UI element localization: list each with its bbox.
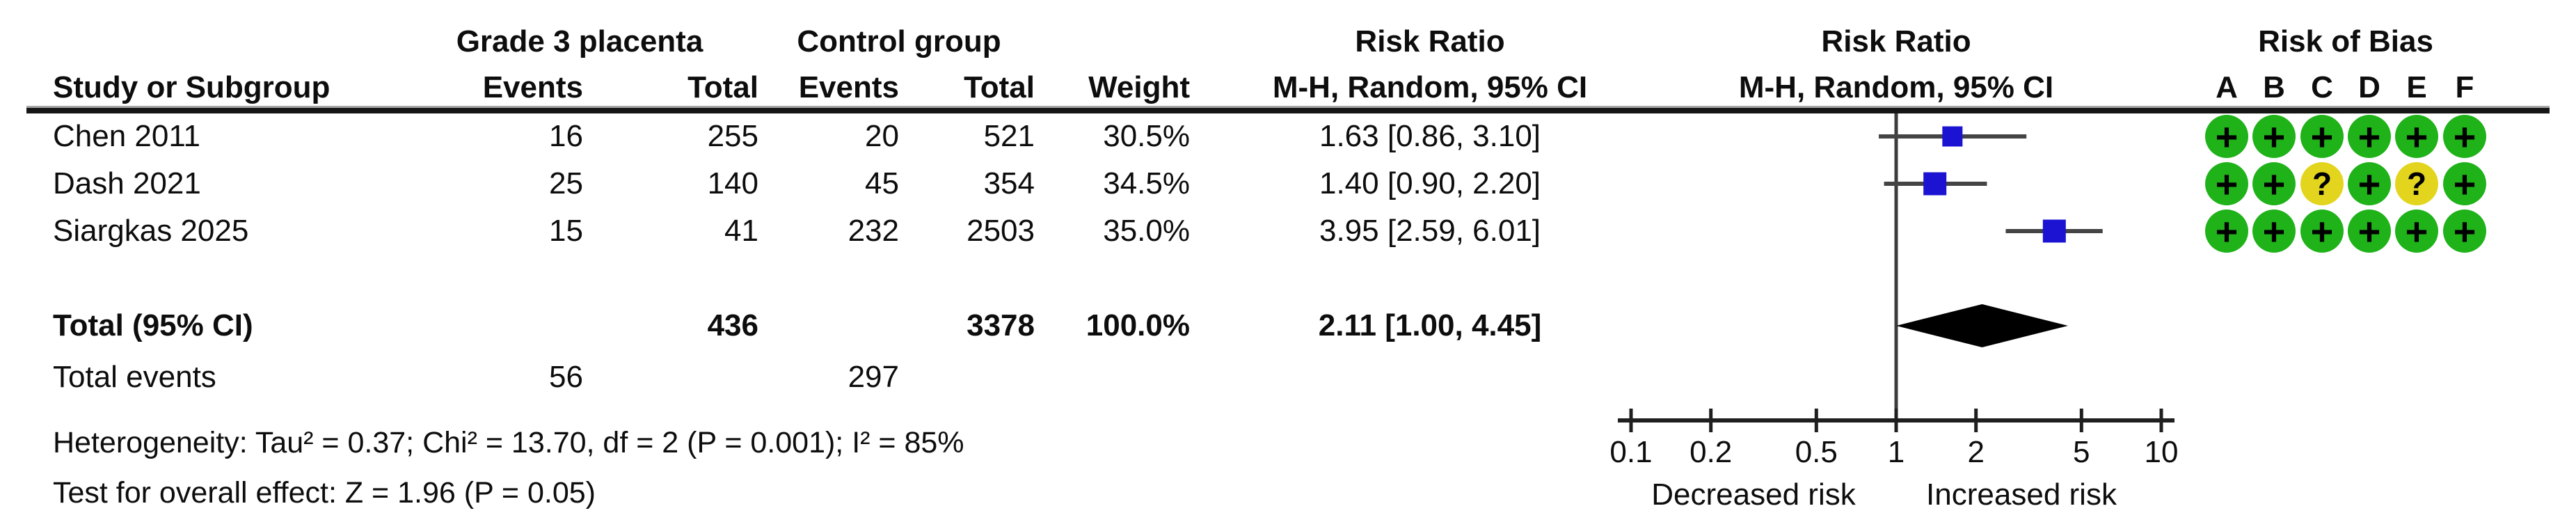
rr-ci-method-header: M-H, Random, 95% CI bbox=[1272, 70, 1588, 104]
rob-low-risk-icon: + bbox=[2300, 210, 2344, 253]
control-total-value: 354 bbox=[983, 166, 1035, 200]
rr-ci-value: 3.95 [2.59, 6.01] bbox=[1319, 214, 1541, 248]
rr-ci-method-plot-header: M-H, Random, 95% CI bbox=[1738, 70, 2054, 104]
rob-domain-c-label: C bbox=[2311, 70, 2333, 104]
rob-low-risk-icon: + bbox=[2300, 115, 2344, 159]
study-name: Dash 2021 bbox=[53, 166, 201, 200]
axis-tick-label: 10 bbox=[2144, 435, 2179, 469]
decreased-risk-label: Decreased risk bbox=[1651, 477, 1856, 512]
rob-domain-e-label: E bbox=[2406, 70, 2427, 104]
rr-ci-value: 1.40 [0.90, 2.20] bbox=[1319, 166, 1541, 200]
rob-low-risk-icon: + bbox=[2205, 115, 2248, 159]
control-events-value: 232 bbox=[848, 214, 899, 248]
g3-total-value: 41 bbox=[724, 214, 758, 248]
total-control-total: 3378 bbox=[967, 308, 1035, 342]
total-rr-ci: 2.11 [1.00, 4.45] bbox=[1318, 308, 1542, 342]
control-events-value: 20 bbox=[865, 119, 899, 153]
rob-low-risk-icon: + bbox=[2348, 210, 2391, 253]
rob-unclear-risk-icon: ? bbox=[2395, 162, 2438, 205]
rob-low-risk-icon: + bbox=[2443, 210, 2486, 253]
risk-ratio-text-header: Risk Ratio bbox=[1355, 24, 1505, 58]
risk-ratio-plot-header: Risk Ratio bbox=[1821, 24, 1971, 58]
axis-tick-label: 5 bbox=[2073, 435, 2090, 469]
axis-tick-label: 0.5 bbox=[1795, 435, 1838, 469]
pooled-effect-diamond bbox=[1896, 304, 2069, 347]
total-g3-total: 436 bbox=[707, 308, 758, 342]
g3-events-value: 15 bbox=[549, 214, 583, 248]
rob-low-risk-icon: + bbox=[2395, 210, 2438, 253]
effect-square bbox=[1923, 172, 1947, 196]
g3-total-value: 255 bbox=[707, 119, 758, 153]
total-events-g3: 56 bbox=[549, 360, 583, 394]
total-events-label: Total events bbox=[53, 360, 216, 394]
heterogeneity-note: Heterogeneity: Tau² = 0.37; Chi² = 13.70… bbox=[53, 426, 964, 459]
weight-value: 30.5% bbox=[1103, 119, 1190, 153]
study-name: Chen 2011 bbox=[53, 119, 201, 153]
rob-domain-b-label: B bbox=[2263, 70, 2285, 104]
weight-value: 35.0% bbox=[1103, 214, 1190, 248]
rob-domain-a-label: A bbox=[2216, 70, 2238, 104]
rob-low-risk-icon: + bbox=[2443, 115, 2486, 159]
rob-low-risk-icon: + bbox=[2205, 162, 2248, 206]
axis-tick-label: 0.2 bbox=[1689, 435, 1733, 469]
g3-events-value: 25 bbox=[549, 166, 583, 200]
rob-low-risk-icon: + bbox=[2443, 162, 2486, 206]
study-column-header: Study or Subgroup bbox=[53, 70, 331, 104]
total-events-control: 297 bbox=[848, 360, 899, 394]
rob-low-risk-icon: + bbox=[2252, 210, 2296, 253]
weight-value: 34.5% bbox=[1103, 166, 1190, 200]
rob-low-risk-icon: + bbox=[2252, 162, 2296, 206]
effect-square bbox=[2042, 219, 2066, 243]
axis-tick-label: 1 bbox=[1887, 435, 1905, 469]
rob-low-risk-icon: + bbox=[2395, 115, 2438, 159]
increased-risk-label: Increased risk bbox=[1926, 477, 2117, 512]
g3-events-header: Events bbox=[482, 70, 583, 104]
study-name: Siargkas 2025 bbox=[53, 214, 249, 248]
control-total-header: Total bbox=[964, 70, 1035, 104]
weight-header: Weight bbox=[1088, 70, 1190, 104]
rob-domain-f-label: F bbox=[2455, 70, 2474, 104]
group2-header: Control group bbox=[797, 24, 1001, 58]
axis-tick-label: 0.1 bbox=[1609, 435, 1653, 469]
control-events-value: 45 bbox=[865, 166, 899, 200]
control-total-value: 2503 bbox=[967, 214, 1035, 248]
overall-effect-note: Test for overall effect: Z = 1.96 (P = 0… bbox=[53, 476, 596, 510]
header-rule bbox=[26, 108, 2550, 113]
total-row-label: Total (95% CI) bbox=[53, 308, 253, 342]
rob-low-risk-icon: + bbox=[2205, 210, 2248, 253]
control-events-header: Events bbox=[798, 70, 899, 104]
total-weight: 100.0% bbox=[1086, 308, 1190, 342]
axis-tick-label: 2 bbox=[1967, 435, 1985, 469]
rob-unclear-risk-icon: ? bbox=[2300, 162, 2344, 205]
rob-domain-d-label: D bbox=[2358, 70, 2380, 104]
group1-header: Grade 3 placenta bbox=[456, 24, 703, 58]
effect-square bbox=[1942, 126, 1963, 147]
header-rule-shadow bbox=[26, 106, 2550, 108]
control-total-value: 521 bbox=[983, 119, 1035, 153]
rob-low-risk-icon: + bbox=[2348, 115, 2391, 159]
g3-total-value: 140 bbox=[707, 166, 758, 200]
risk-of-bias-header: Risk of Bias bbox=[2258, 24, 2433, 58]
g3-total-header: Total bbox=[687, 70, 758, 104]
rob-low-risk-icon: + bbox=[2252, 115, 2296, 159]
rr-ci-value: 1.63 [0.86, 3.10] bbox=[1319, 119, 1541, 153]
g3-events-value: 16 bbox=[549, 119, 583, 153]
rob-low-risk-icon: + bbox=[2348, 162, 2391, 206]
